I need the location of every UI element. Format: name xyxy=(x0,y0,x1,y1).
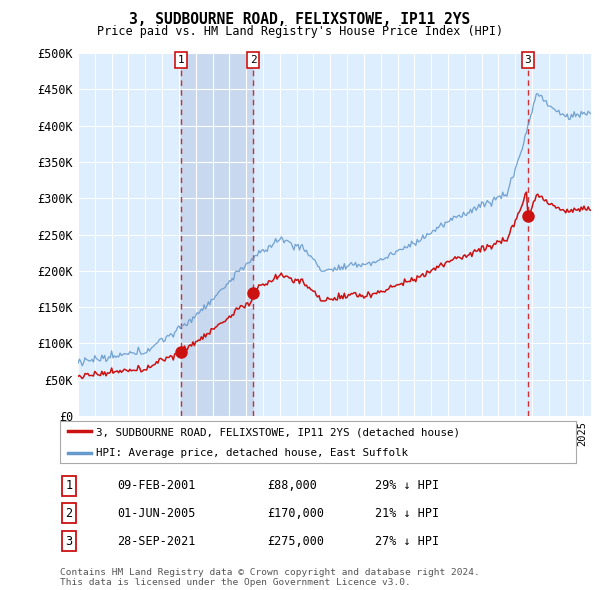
Text: 29% ↓ HPI: 29% ↓ HPI xyxy=(375,479,439,492)
Text: £88,000: £88,000 xyxy=(267,479,317,492)
Text: 2: 2 xyxy=(250,55,257,65)
Text: HPI: Average price, detached house, East Suffolk: HPI: Average price, detached house, East… xyxy=(96,448,408,458)
Text: £275,000: £275,000 xyxy=(267,535,324,548)
Text: 3, SUDBOURNE ROAD, FELIXSTOWE, IP11 2YS (detached house): 3, SUDBOURNE ROAD, FELIXSTOWE, IP11 2YS … xyxy=(96,427,460,437)
Text: 1: 1 xyxy=(65,479,73,492)
Text: 09-FEB-2001: 09-FEB-2001 xyxy=(117,479,196,492)
Text: 01-JUN-2005: 01-JUN-2005 xyxy=(117,507,196,520)
Bar xyxy=(181,53,253,416)
Text: 3: 3 xyxy=(65,535,73,548)
Text: Price paid vs. HM Land Registry's House Price Index (HPI): Price paid vs. HM Land Registry's House … xyxy=(97,25,503,38)
Text: 3, SUDBOURNE ROAD, FELIXSTOWE, IP11 2YS: 3, SUDBOURNE ROAD, FELIXSTOWE, IP11 2YS xyxy=(130,12,470,27)
Text: 3: 3 xyxy=(524,55,532,65)
Text: 1: 1 xyxy=(178,55,184,65)
Text: 2: 2 xyxy=(65,507,73,520)
Text: £170,000: £170,000 xyxy=(267,507,324,520)
Text: 21% ↓ HPI: 21% ↓ HPI xyxy=(375,507,439,520)
Text: 27% ↓ HPI: 27% ↓ HPI xyxy=(375,535,439,548)
Text: Contains HM Land Registry data © Crown copyright and database right 2024.
This d: Contains HM Land Registry data © Crown c… xyxy=(60,568,480,587)
Text: 28-SEP-2021: 28-SEP-2021 xyxy=(117,535,196,548)
